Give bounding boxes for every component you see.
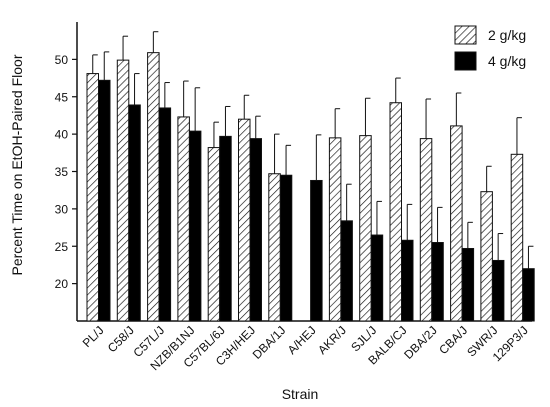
bar-4gkg: [491, 259, 505, 322]
bar-2gkg: [86, 73, 99, 322]
bar-4gkg: [431, 242, 444, 322]
y-tick-label: 35: [55, 165, 69, 179]
bar-4gkg: [401, 239, 414, 322]
bar-4gkg: [249, 138, 262, 322]
y-tick-label: 20: [55, 277, 69, 291]
y-tick-label: 30: [55, 202, 69, 216]
y-tick-label: 25: [55, 240, 69, 254]
bar-4gkg: [219, 135, 232, 322]
bar-4gkg: [158, 107, 172, 322]
category-label: AKR/J: [315, 323, 349, 357]
bar-4gkg: [188, 130, 202, 322]
bar-4gkg: [370, 234, 384, 322]
bar-2gkg: [480, 191, 493, 322]
bar-2gkg: [328, 137, 342, 322]
bar-2gkg: [510, 153, 524, 322]
legend-label: 2 g/kg: [488, 27, 526, 43]
category-label: PL/J: [80, 323, 107, 350]
bar-2gkg: [207, 147, 221, 322]
category-label: CBA/J: [436, 323, 470, 357]
bar-4gkg: [98, 79, 111, 322]
category-label: DBA/2J: [401, 323, 440, 362]
bar-4gkg: [128, 104, 141, 322]
plot-area: 20253035404550PL/JC58/JC57L/JNZB/B1NJC57…: [55, 22, 535, 373]
bar-2gkg: [268, 173, 281, 322]
legend-swatch: [454, 25, 477, 45]
bar-4gkg: [461, 247, 475, 322]
bar-2gkg: [177, 116, 190, 322]
bar-4gkg: [310, 179, 323, 322]
y-axis-title: Percent Time on EtOH-Paired Floor: [9, 54, 25, 275]
x-axis-title: Strain: [282, 386, 319, 402]
bar-2gkg: [389, 102, 402, 322]
bar-2gkg: [450, 125, 463, 322]
bar-2gkg: [419, 138, 433, 322]
y-tick-label: 40: [55, 128, 69, 142]
bar-4gkg: [522, 268, 535, 322]
category-label: DBA/1J: [250, 323, 289, 362]
bar-2gkg: [359, 135, 372, 322]
bar-2gkg: [147, 52, 160, 322]
legend-swatch: [454, 51, 477, 71]
bar-4gkg: [279, 174, 293, 322]
y-tick-label: 45: [55, 90, 69, 104]
category-label: A/HEJ: [285, 323, 319, 357]
bar-2gkg: [116, 59, 130, 322]
bar-4gkg: [340, 220, 353, 322]
y-tick-label: 50: [55, 53, 69, 67]
bar-2gkg: [238, 118, 251, 322]
legend-label: 4 g/kg: [488, 53, 526, 69]
